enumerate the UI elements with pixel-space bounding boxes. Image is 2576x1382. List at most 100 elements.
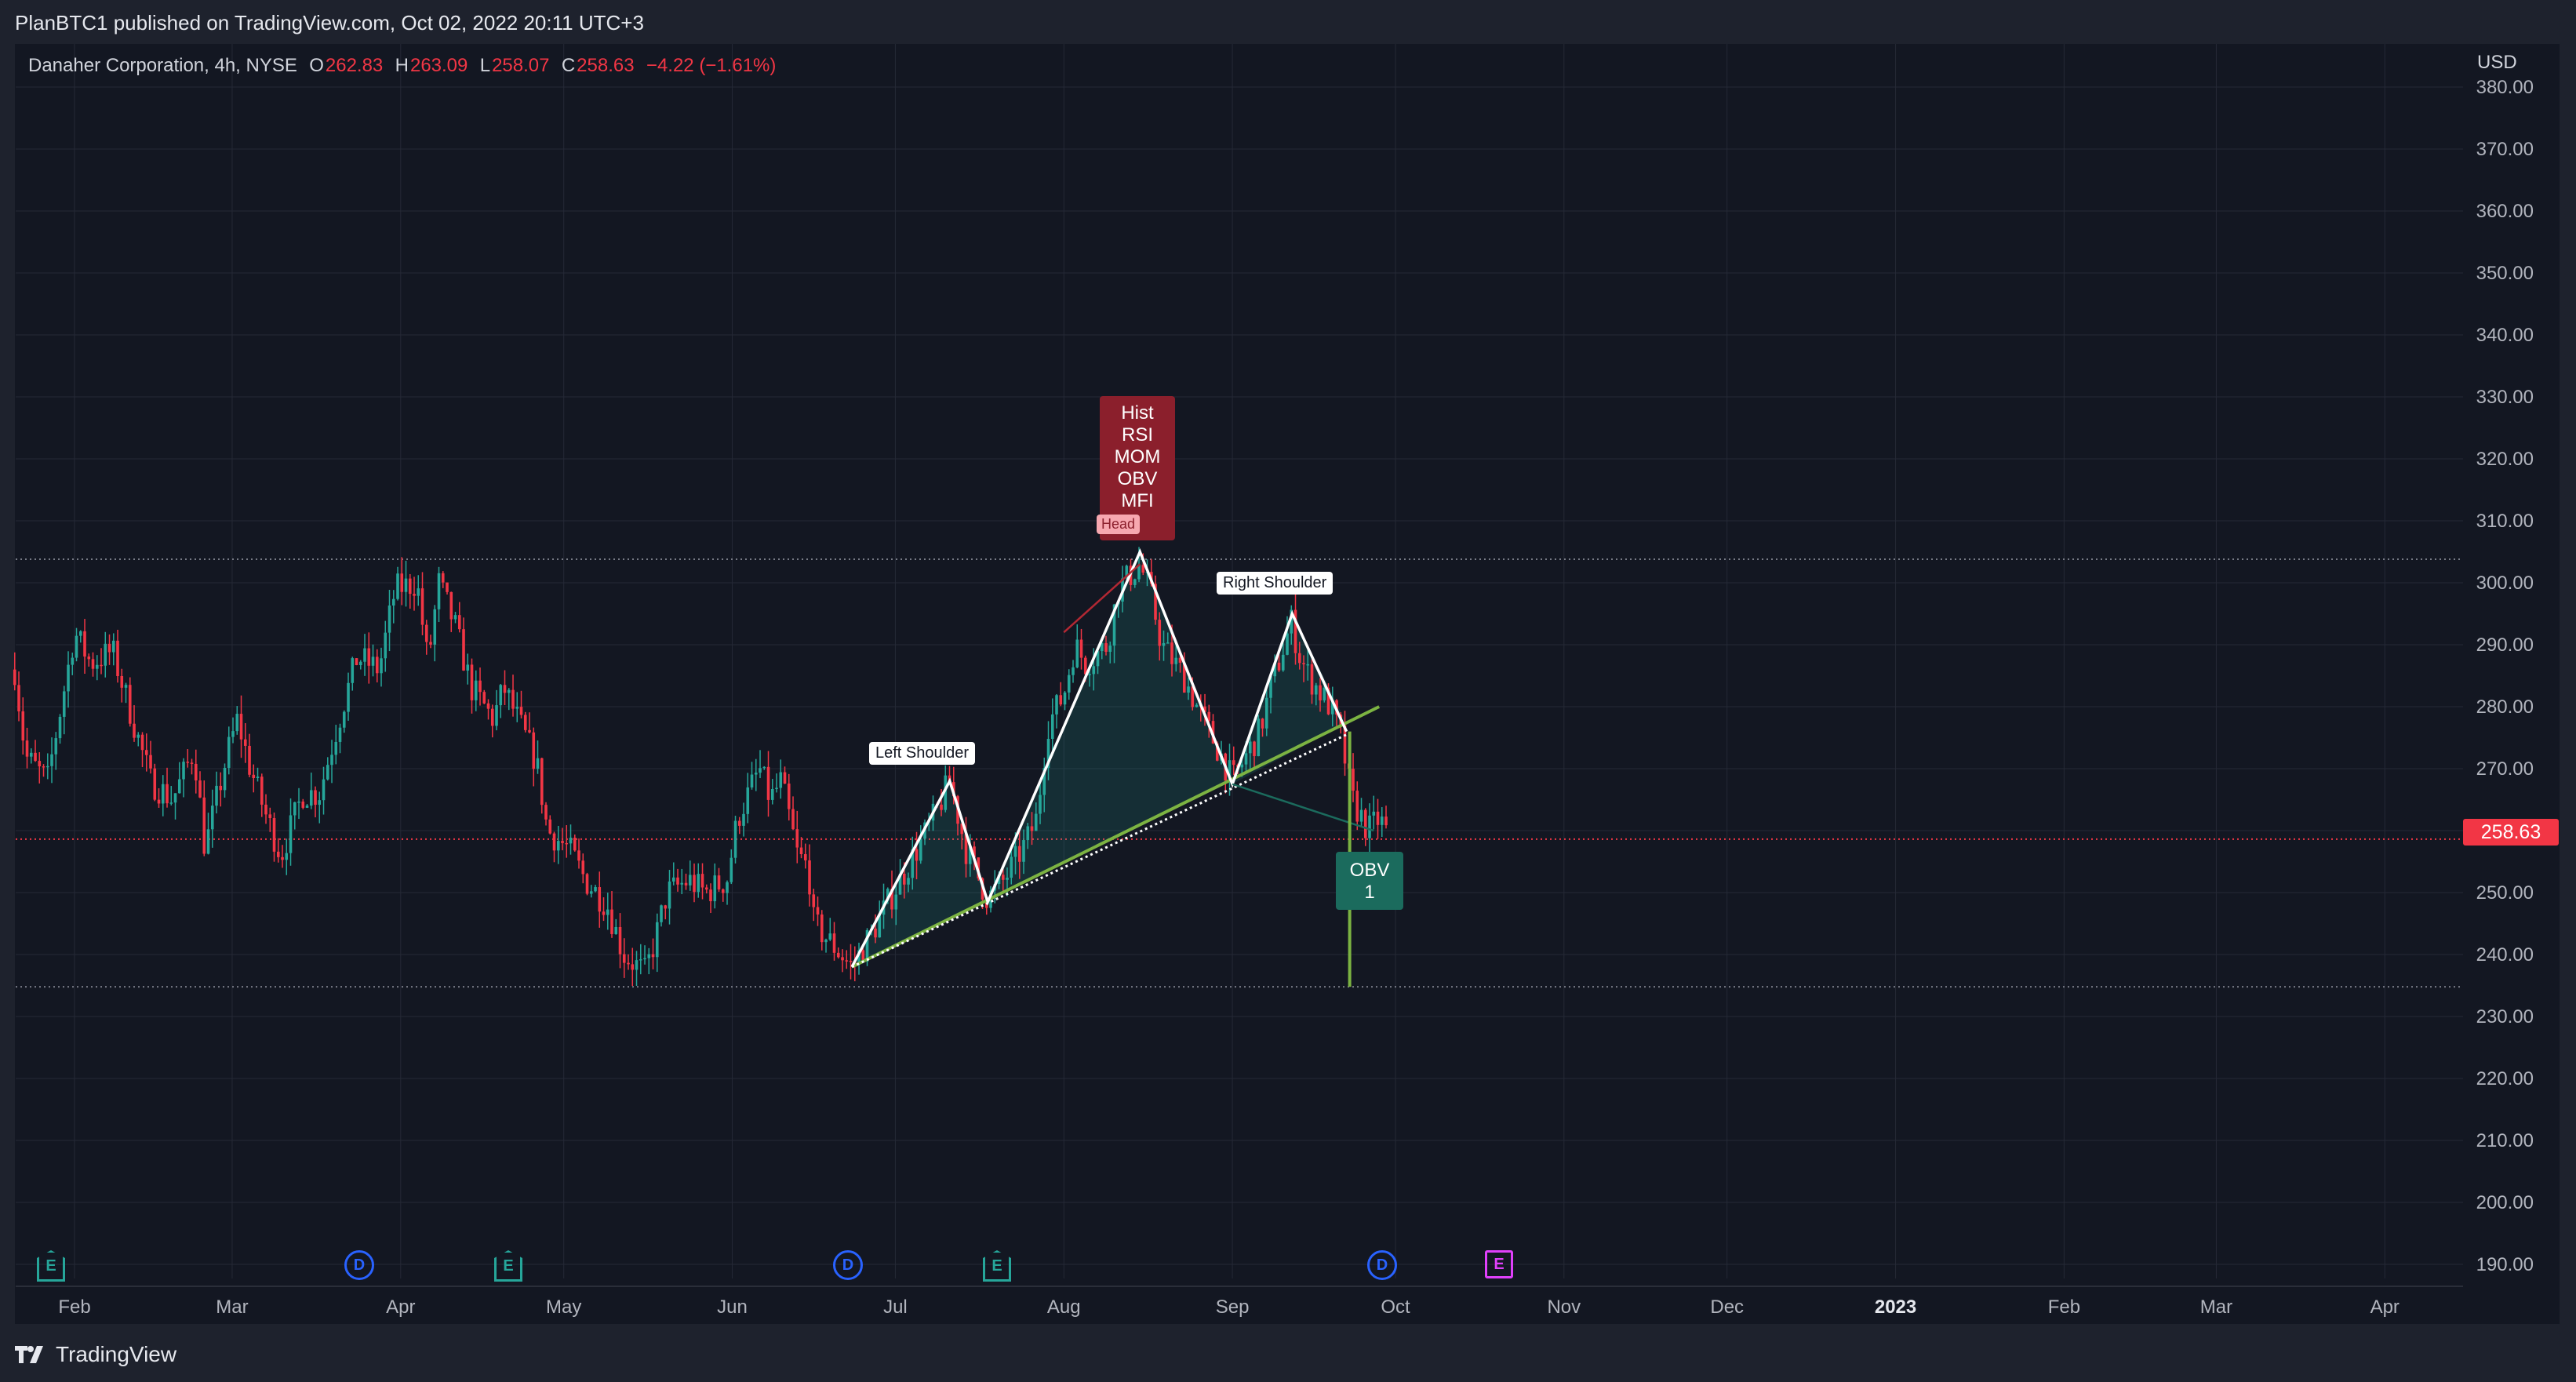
dividend-event-icon[interactable]: D [1367, 1250, 1397, 1280]
candle-body [730, 857, 733, 882]
candle-body [878, 915, 882, 938]
candle [29, 748, 33, 764]
candle [1017, 827, 1021, 879]
candle-body [627, 962, 630, 965]
candle [1343, 711, 1347, 776]
candle-body [13, 669, 16, 686]
candle-body [1174, 657, 1178, 664]
candle-body [1286, 633, 1289, 655]
candle-body [585, 874, 589, 894]
candle [676, 868, 679, 892]
candle-body [1022, 840, 1025, 862]
candle [136, 732, 140, 747]
candle [413, 576, 416, 611]
candle [424, 620, 428, 655]
earnings-event-icon[interactable]: E [37, 1250, 65, 1282]
candle-body [556, 841, 560, 851]
y-tick-label: 300.00 [2476, 573, 2534, 594]
candle [1207, 704, 1211, 738]
candle-body [857, 950, 860, 963]
candle [799, 837, 803, 859]
candle [1281, 642, 1285, 672]
candle [770, 779, 774, 805]
x-tick-label: Feb [58, 1297, 90, 1318]
earnings-event-icon[interactable]: E [494, 1250, 522, 1282]
candle-body [1083, 657, 1087, 675]
currency-label[interactable]: USD [2477, 52, 2517, 73]
divergence-item: MFI [1121, 490, 1154, 511]
candle-body [799, 847, 803, 855]
candle-body [737, 820, 741, 826]
candle [54, 732, 58, 770]
candle-body [733, 820, 737, 858]
candle-body [655, 922, 659, 958]
candle-body [1042, 768, 1046, 795]
candle [816, 896, 820, 926]
candle-body [42, 766, 45, 768]
candle [157, 788, 161, 808]
candle-body [75, 635, 78, 658]
candle-body [1314, 685, 1318, 695]
earnings-event-icon[interactable]: E [1485, 1250, 1513, 1278]
candle [1232, 746, 1235, 776]
dividend-event-icon[interactable]: D [344, 1250, 374, 1280]
x-tick-label: Nov [1547, 1297, 1581, 1318]
candle [25, 727, 29, 769]
candle-body [149, 755, 152, 769]
candle [1158, 612, 1162, 661]
candle [759, 750, 762, 779]
candle-body [384, 632, 387, 659]
candle [100, 648, 103, 675]
candle [1293, 593, 1297, 665]
candle-body [631, 964, 635, 970]
earnings-event-icon[interactable]: E [983, 1250, 1011, 1282]
candle-body [968, 846, 972, 864]
y-tick-label: 380.00 [2476, 77, 2534, 98]
candle-body [1319, 685, 1322, 700]
candle-body [693, 875, 696, 893]
candle [643, 945, 646, 965]
candle-body [338, 727, 342, 742]
candle [1104, 635, 1108, 656]
dividend-event-icon[interactable]: D [833, 1250, 863, 1280]
candle [116, 629, 119, 683]
candle [355, 658, 358, 666]
candle-body [391, 598, 395, 606]
candle [940, 788, 943, 816]
candle [239, 695, 243, 758]
candle [474, 670, 478, 711]
candle [173, 793, 177, 820]
head-shoulders-pattern [850, 547, 1381, 987]
candle-body [408, 578, 412, 595]
candle-body [1039, 795, 1042, 814]
candle [627, 954, 630, 970]
candle [750, 762, 754, 790]
y-tick-label: 190.00 [2476, 1254, 2534, 1275]
candle-body [1372, 811, 1376, 816]
candle [1096, 648, 1100, 675]
candle [631, 947, 635, 987]
x-tick-label: May [546, 1297, 581, 1318]
candle-body [396, 573, 399, 599]
candle-body [1355, 791, 1359, 822]
candle [215, 771, 218, 814]
candle-body [1013, 846, 1017, 857]
candle [1384, 806, 1388, 829]
y-tick-label: 290.00 [2476, 635, 2534, 656]
candle-body [305, 806, 309, 808]
chart-panel[interactable] [15, 44, 2560, 1324]
candle [17, 671, 20, 722]
candle-body [1380, 816, 1384, 825]
bottom-bar [0, 1326, 2576, 1382]
candle-body [561, 841, 564, 843]
candle-body [1088, 674, 1091, 675]
candle [787, 773, 791, 821]
candle [404, 560, 408, 607]
candle-body [78, 631, 82, 636]
candle [371, 644, 375, 677]
candle [408, 573, 412, 609]
candle-body [700, 874, 704, 888]
right-shoulder-label: Right Shoulder [1217, 572, 1333, 595]
tradingview-logo[interactable]: TradingView [15, 1342, 176, 1366]
